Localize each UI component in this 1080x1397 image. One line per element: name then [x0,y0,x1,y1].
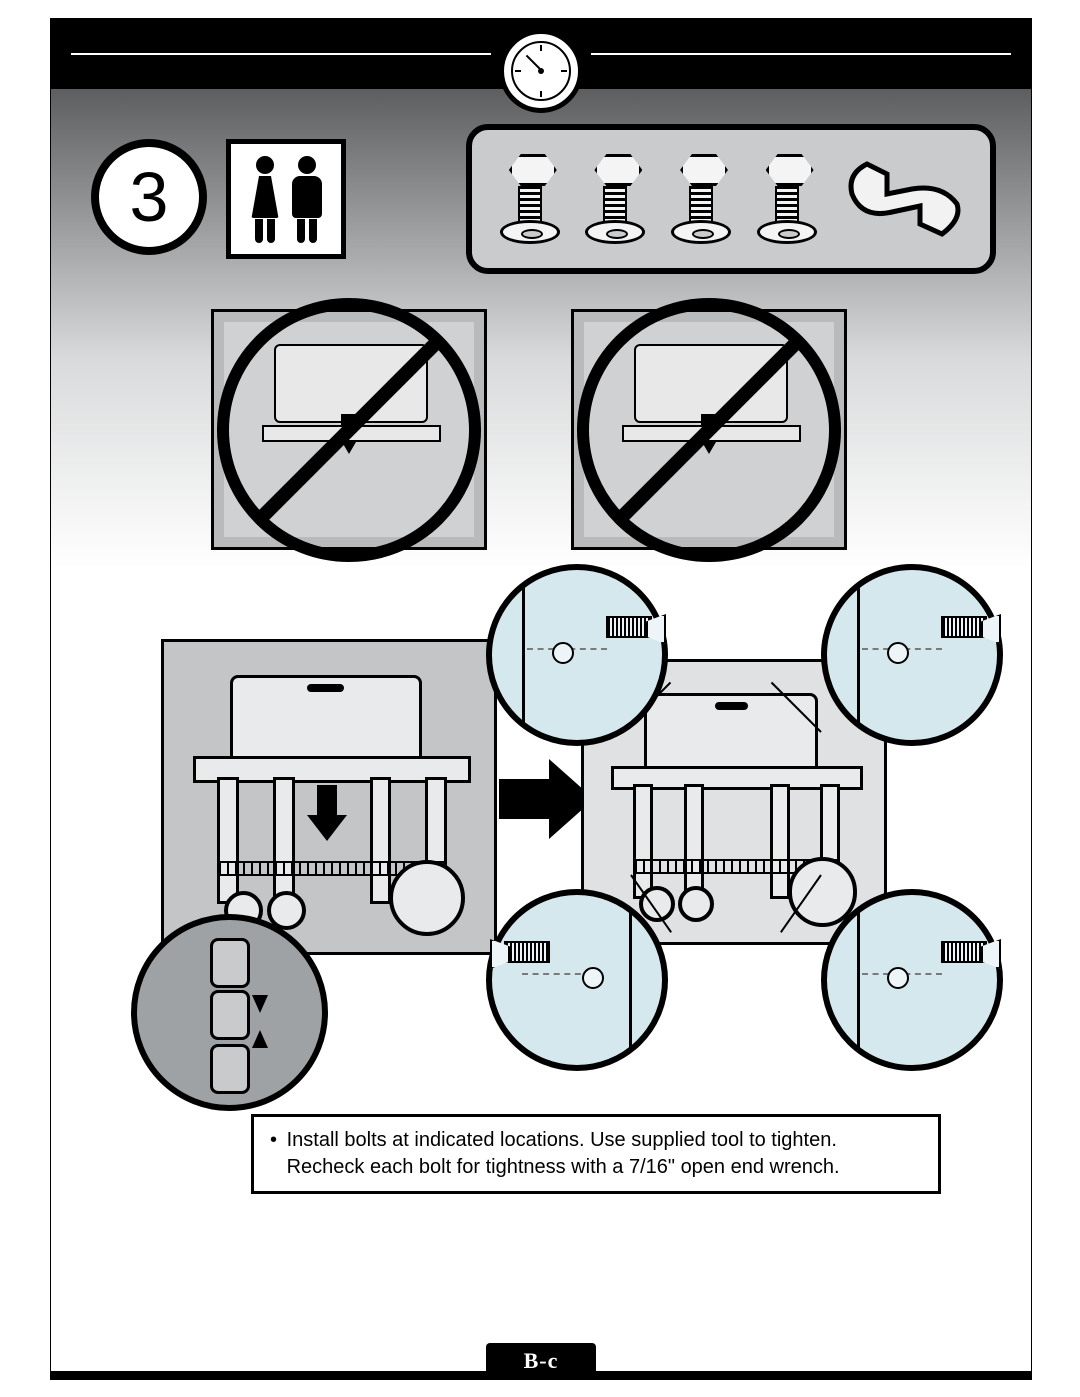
washer-icon [671,220,731,244]
down-arrow-icon [252,995,268,1013]
washer-icon [500,220,560,244]
bolt-detail-callout [486,889,668,1071]
right-arrow-icon [499,759,594,839]
bolt-detail-callout [486,564,668,746]
bolt-detail-callout [821,889,1003,1071]
stopwatch-icon [499,29,583,113]
bullet: • [270,1129,277,1151]
bolt-icon [500,154,560,244]
prohibition-icon [577,298,841,562]
down-arrow-icon [317,785,347,841]
step-number-text: 3 [130,157,169,237]
instruction-text-box: • Install bolts at indicated locations. … [251,1114,941,1194]
hardware-list [466,124,996,274]
page-label: B-c [486,1343,596,1379]
prohibited-action-panel [571,309,847,550]
prohibition-icon [217,298,481,562]
bolt-icon [585,154,645,244]
prohibited-action-panel [211,309,487,550]
grill-illustration [174,652,484,942]
up-arrow-icon [252,1030,268,1048]
instruction-line-2: Recheck each bolt for tightness with a 7… [287,1156,840,1178]
bolt-icon [671,154,731,244]
bolt-detail-callout [821,564,1003,746]
wrench-icon [842,144,962,254]
header-rule-right [591,53,1011,55]
washer-icon [585,220,645,244]
step-number: 3 [91,139,207,255]
person-icon [289,156,325,242]
page-label-text: B-c [524,1348,559,1374]
two-person-icon [226,139,346,259]
person-icon [247,156,283,242]
assembly-panel-before [161,639,497,955]
washer-icon [757,220,817,244]
header-rule-left [71,53,491,55]
alignment-detail-callout [131,914,328,1111]
page: 3 [50,18,1032,1380]
bolt-icon [757,154,817,244]
instruction-line-1: Install bolts at indicated locations. Us… [287,1129,837,1151]
